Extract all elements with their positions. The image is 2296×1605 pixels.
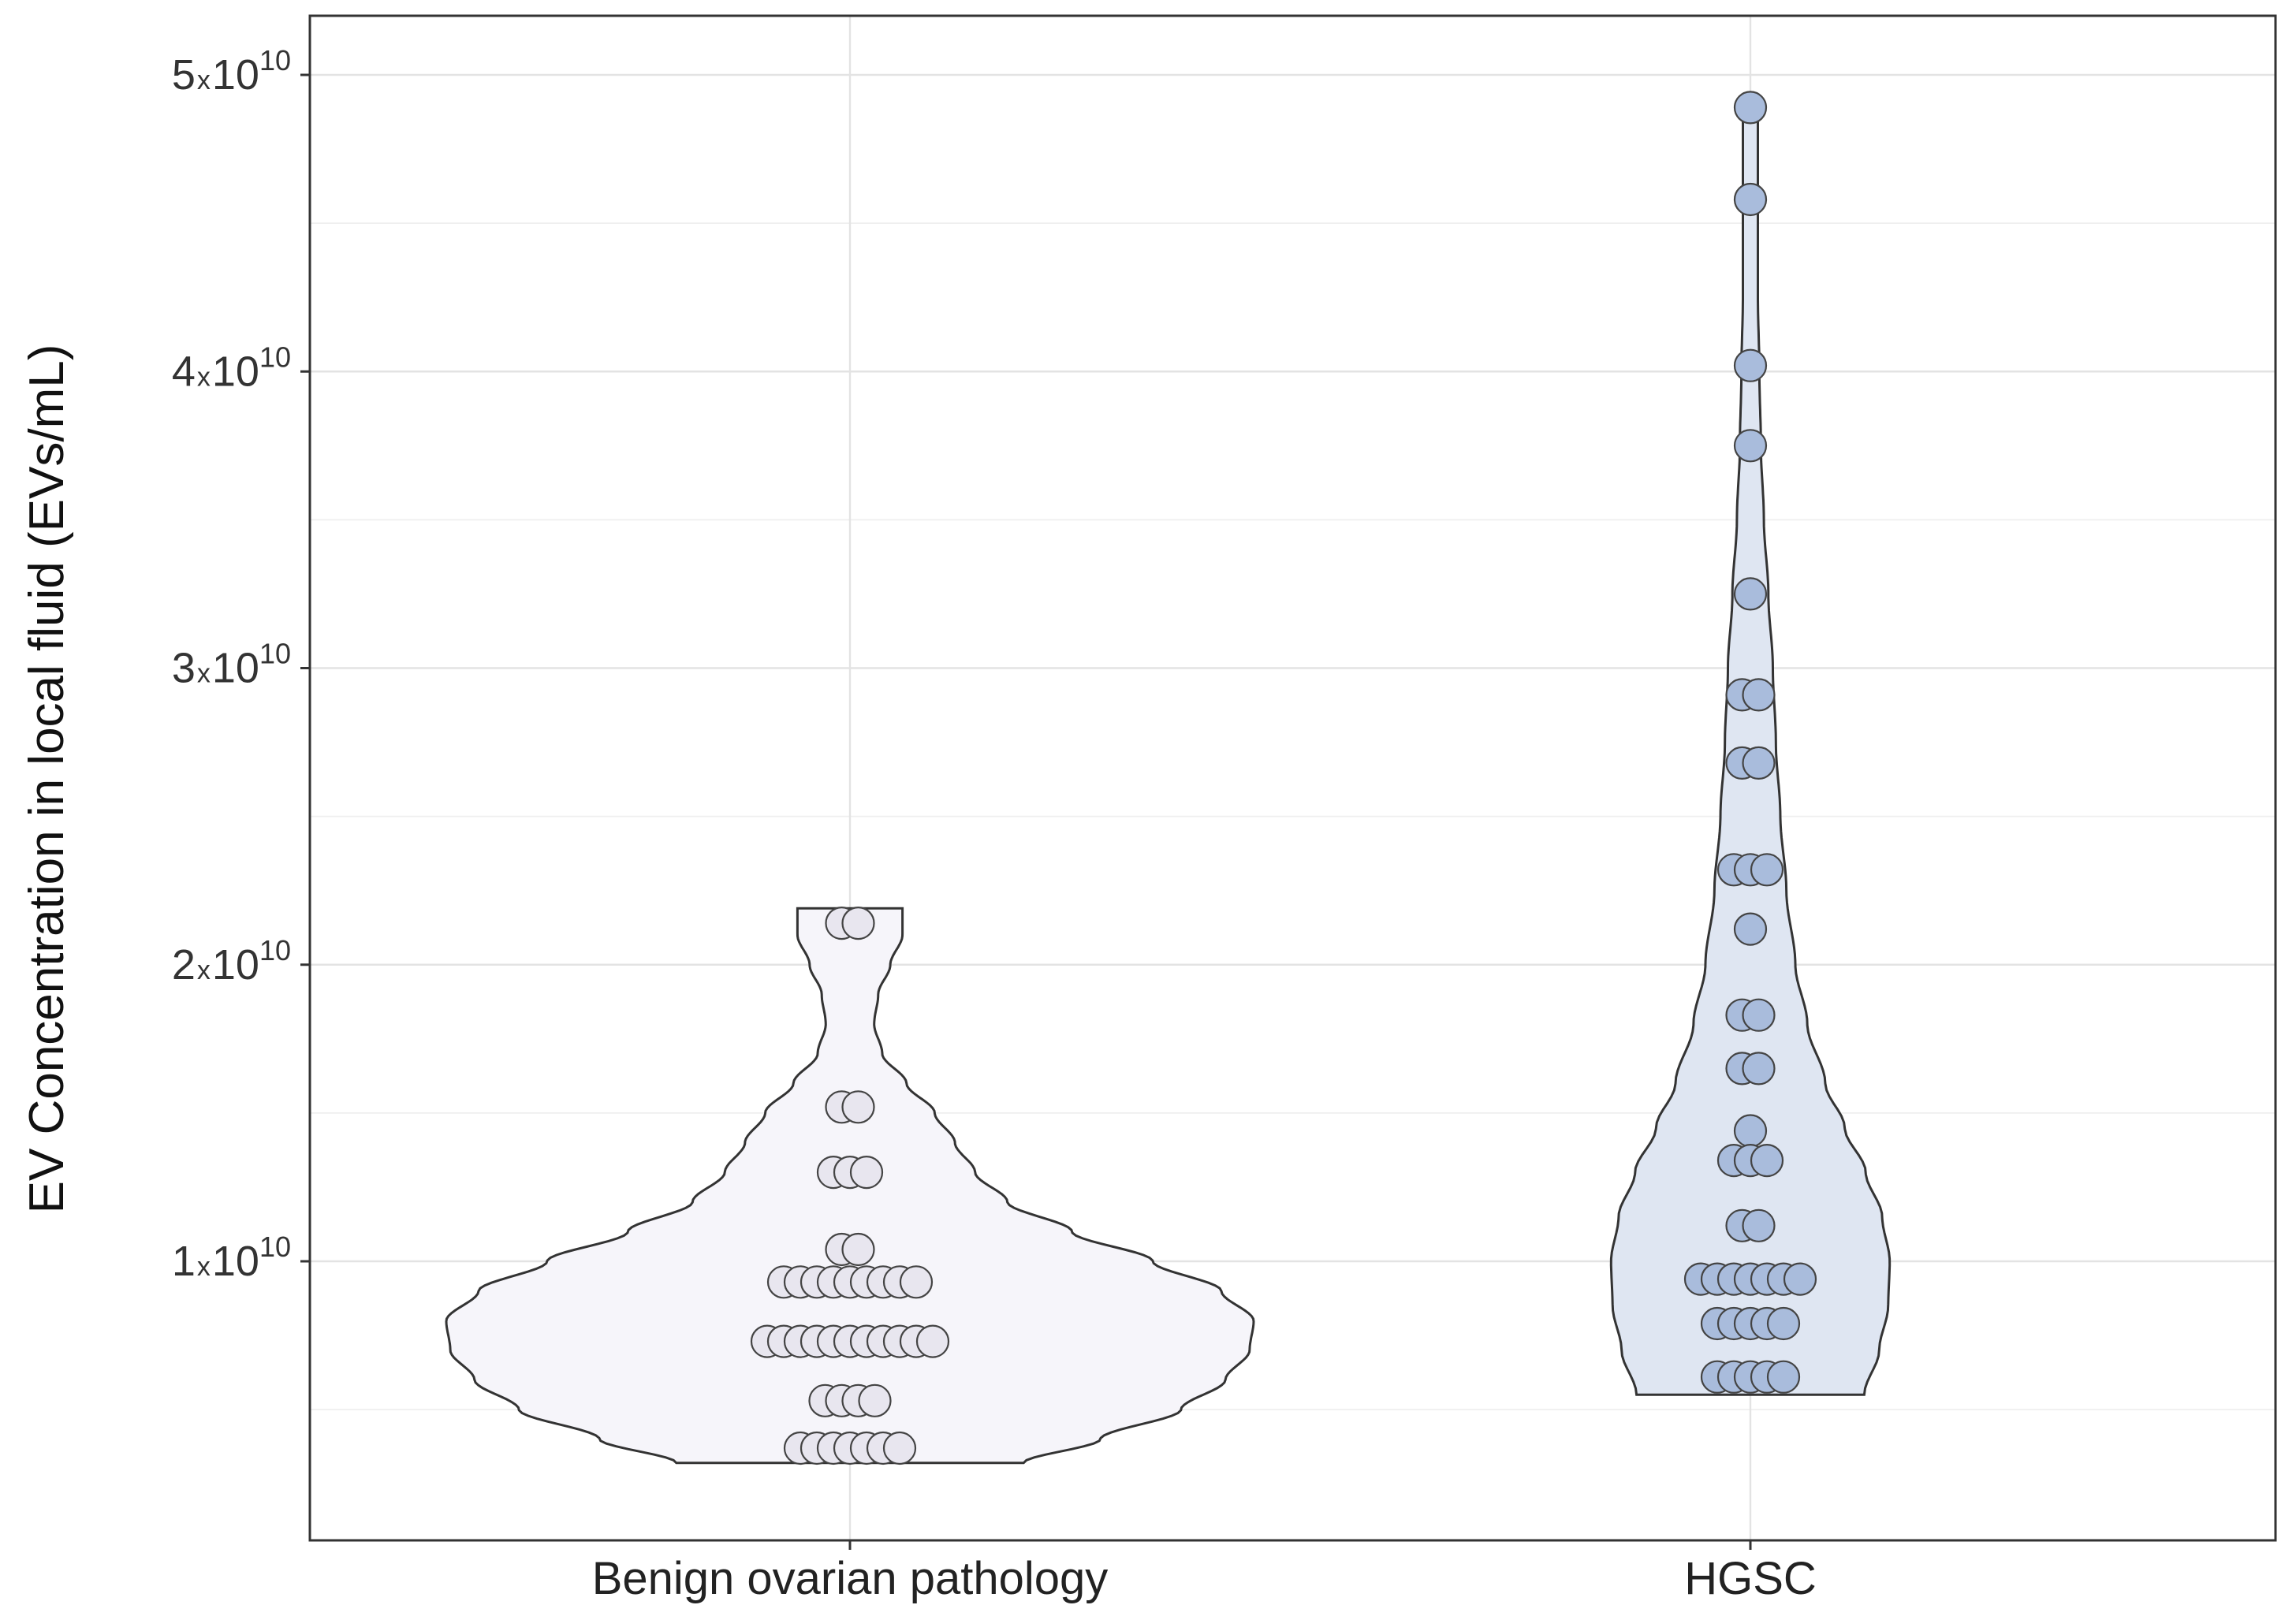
data-points — [750, 91, 1817, 1465]
x-category-label: Benign ovarian pathology — [592, 1553, 1109, 1604]
data-point-benign — [841, 1232, 875, 1267]
data-point-hgsc — [1750, 853, 1784, 887]
data-point-hgsc — [1733, 91, 1768, 125]
x-category-label: HGSC — [1684, 1553, 1817, 1604]
data-point-hgsc — [1733, 182, 1768, 217]
data-point-hgsc — [1733, 1114, 1768, 1148]
data-point-hgsc — [1742, 678, 1776, 712]
data-point-benign — [915, 1324, 950, 1358]
data-point-benign — [841, 906, 875, 940]
data-point-hgsc — [1733, 912, 1768, 946]
data-point-benign — [841, 1090, 875, 1124]
y-tick-label: 1x1010 — [172, 1231, 291, 1285]
data-point-benign — [882, 1431, 917, 1465]
data-point-benign — [849, 1155, 884, 1190]
y-axis-title: EV Concentration in local fluid (EVs/mL) — [20, 344, 74, 1214]
y-tick-label: 4x1010 — [172, 341, 291, 395]
data-point-hgsc — [1733, 429, 1768, 463]
data-point-hgsc — [1733, 577, 1768, 611]
data-point-hgsc — [1733, 348, 1768, 382]
data-point-hgsc — [1742, 1052, 1776, 1086]
data-point-hgsc — [1742, 998, 1776, 1032]
data-point-benign — [858, 1383, 892, 1417]
y-axis: 1x1010 2x1010 3x1010 4x1010 5x1010 — [172, 44, 310, 1285]
data-point-hgsc — [1766, 1306, 1801, 1341]
y-tick-label: 2x1010 — [172, 934, 291, 989]
y-tick-label: 5x1010 — [172, 44, 291, 99]
data-point-hgsc — [1750, 1143, 1784, 1178]
y-tick-label: 3x1010 — [172, 638, 291, 692]
x-axis: Benign ovarian pathology HGSC — [592, 1540, 1817, 1604]
data-point-benign — [899, 1265, 934, 1299]
data-point-hgsc — [1742, 1208, 1776, 1242]
data-point-hgsc — [1766, 1360, 1801, 1394]
data-point-hgsc — [1783, 1262, 1817, 1296]
plot-panel-border — [308, 14, 2277, 1542]
data-point-hgsc — [1742, 746, 1776, 780]
